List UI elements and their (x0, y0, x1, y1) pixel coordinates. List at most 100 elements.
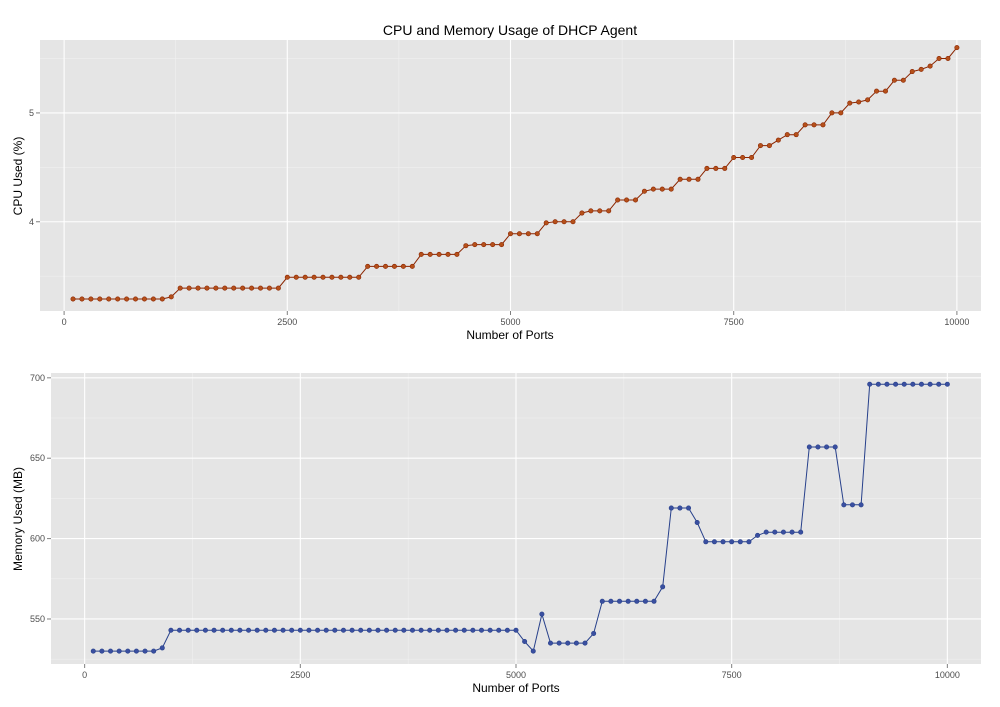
data-point (668, 186, 674, 192)
data-point (177, 627, 183, 633)
data-point (463, 243, 469, 249)
series-line (73, 47, 958, 300)
data-point (597, 208, 603, 214)
data-point (824, 444, 830, 450)
data-point (766, 143, 772, 149)
data-point (349, 627, 355, 633)
data-point (391, 263, 397, 269)
data-point (746, 539, 752, 545)
data-point (755, 532, 761, 538)
data-point (195, 285, 201, 291)
data-point (496, 627, 502, 633)
data-point (642, 598, 648, 604)
data-point (780, 529, 786, 535)
data-point (329, 274, 335, 280)
data-point (222, 285, 228, 291)
data-point (470, 627, 476, 633)
data-point (525, 231, 531, 237)
data-point (211, 627, 217, 633)
data-point (849, 502, 855, 508)
data-point (561, 219, 567, 225)
data-point (720, 539, 726, 545)
data-point (90, 648, 96, 654)
data-point (481, 242, 487, 248)
data-point (461, 627, 467, 633)
data-point (320, 274, 326, 280)
y-tick-label: 650 (30, 453, 45, 463)
data-point (815, 444, 821, 450)
data-point (582, 640, 588, 646)
data-point (565, 640, 571, 646)
data-point (427, 627, 433, 633)
data-point (315, 627, 321, 633)
data-point (711, 539, 717, 545)
data-point (356, 274, 362, 280)
data-point (516, 231, 522, 237)
data-point (591, 630, 597, 636)
y-tick-label: 4 (29, 217, 34, 227)
data-point (427, 251, 433, 257)
data-point (249, 285, 255, 291)
data-point (530, 648, 536, 654)
data-point (927, 63, 933, 69)
data-point (945, 56, 951, 62)
data-point (504, 627, 510, 633)
data-point (275, 285, 281, 291)
data-point (918, 381, 924, 387)
data-point (588, 208, 594, 214)
data-point (311, 274, 317, 280)
data-point (757, 143, 763, 149)
memory-gridlines (51, 373, 981, 664)
data-point (141, 296, 147, 302)
data-point (793, 132, 799, 138)
memory-x-axis-title: Number of Ports (472, 681, 559, 695)
data-point (784, 132, 790, 138)
data-point (453, 627, 459, 633)
data-point (150, 296, 156, 302)
data-point (99, 648, 105, 654)
data-point (409, 263, 415, 269)
data-point (556, 640, 562, 646)
series-line (93, 383, 948, 653)
data-point (142, 648, 148, 654)
data-point (284, 274, 290, 280)
data-point (650, 186, 656, 192)
data-point (668, 505, 674, 511)
data-point (677, 505, 683, 511)
y-tick-label: 5 (29, 108, 34, 118)
data-point (246, 627, 252, 633)
data-point (159, 296, 165, 302)
data-point (375, 627, 381, 633)
data-point (490, 242, 496, 248)
data-point (258, 285, 264, 291)
data-point (660, 584, 666, 590)
data-point (418, 251, 424, 257)
data-point (749, 155, 755, 161)
data-point (332, 627, 338, 633)
data-point (108, 648, 114, 654)
memory-y-axis-title: Memory Used (MB) (11, 467, 25, 571)
data-point (740, 155, 746, 161)
data-point (832, 444, 838, 450)
data-point (202, 627, 208, 633)
data-point (867, 381, 873, 387)
data-point (159, 645, 165, 651)
data-point (606, 208, 612, 214)
data-point (472, 242, 478, 248)
data-point (445, 251, 451, 257)
x-tick-label: 0 (82, 670, 87, 680)
data-point (237, 627, 243, 633)
data-point (436, 251, 442, 257)
cpu-axis-ticks: 0 2500 5000 7500 10000 4 5 (29, 108, 969, 327)
data-point (185, 627, 191, 633)
data-point (194, 627, 200, 633)
data-point (570, 219, 576, 225)
data-point (737, 539, 743, 545)
data-point (884, 381, 890, 387)
data-point (686, 505, 692, 511)
data-point (599, 598, 605, 604)
data-point (418, 627, 424, 633)
figure-title: CPU and Memory Usage of DHCP Agent (383, 22, 637, 38)
data-point (374, 263, 380, 269)
